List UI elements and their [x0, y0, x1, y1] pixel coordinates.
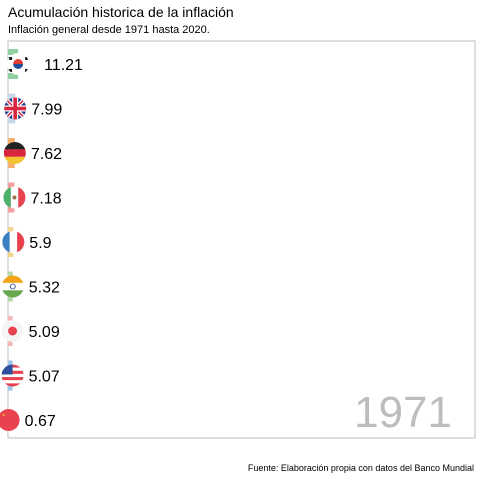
usa-flag-icon	[1, 364, 24, 387]
flag-part	[13, 59, 24, 64]
flag-part	[25, 57, 29, 60]
value-label: 7.99	[31, 102, 62, 119]
flag-part	[9, 283, 16, 290]
flag-part	[1, 282, 24, 291]
flag-part	[3, 156, 26, 164]
japan-flag-icon	[1, 320, 24, 342]
chart-title: Acumulación historica de la inflación	[8, 4, 234, 20]
value-label: 7.62	[31, 146, 62, 163]
plot-panel	[7, 40, 476, 439]
flag-part	[18, 186, 26, 209]
flag-part	[3, 149, 26, 157]
flag-part	[2, 231, 10, 253]
source-caption: Fuente: Elaboración propia con datos del…	[247, 463, 474, 473]
flag-part	[9, 231, 18, 253]
flag-part	[13, 64, 24, 69]
flag-part	[1, 380, 24, 384]
flag-part	[8, 326, 18, 336]
india-flag-icon	[1, 275, 24, 298]
france-flag-icon	[2, 231, 25, 253]
mexico-flag-icon	[3, 186, 26, 209]
flag-part	[25, 69, 29, 72]
flag-part	[1, 373, 24, 378]
value-label: 7.18	[30, 191, 61, 208]
value-label: 5.9	[29, 235, 51, 252]
flag-part	[9, 57, 13, 60]
value-label: 11.21	[44, 57, 83, 74]
flag-part	[1, 364, 13, 375]
value-label: 5.09	[29, 324, 60, 341]
flag-part	[12, 195, 17, 200]
year-label: 1971	[354, 388, 452, 437]
flag-part	[3, 142, 26, 150]
flag-part	[1, 383, 24, 387]
chart-subtitle: Inflación general desde 1971 hasta 2020.	[8, 24, 210, 36]
flag-part	[1, 413, 6, 416]
uk-flag-icon	[4, 97, 27, 120]
flag-part	[17, 231, 25, 253]
flag-part	[0, 409, 20, 431]
flag-part	[3, 186, 11, 209]
flag-part	[9, 69, 13, 72]
germany-flag-icon	[3, 142, 26, 164]
value-label: 5.07	[29, 369, 60, 386]
flag-part	[1, 290, 24, 298]
flag-part	[1, 377, 24, 381]
china-flag-icon	[0, 409, 20, 431]
value-label: 5.32	[29, 280, 60, 297]
flag-part	[13, 97, 17, 120]
korea-flag-icon	[7, 53, 30, 75]
value-label: 0.67	[25, 413, 56, 430]
flag-part	[1, 275, 24, 283]
